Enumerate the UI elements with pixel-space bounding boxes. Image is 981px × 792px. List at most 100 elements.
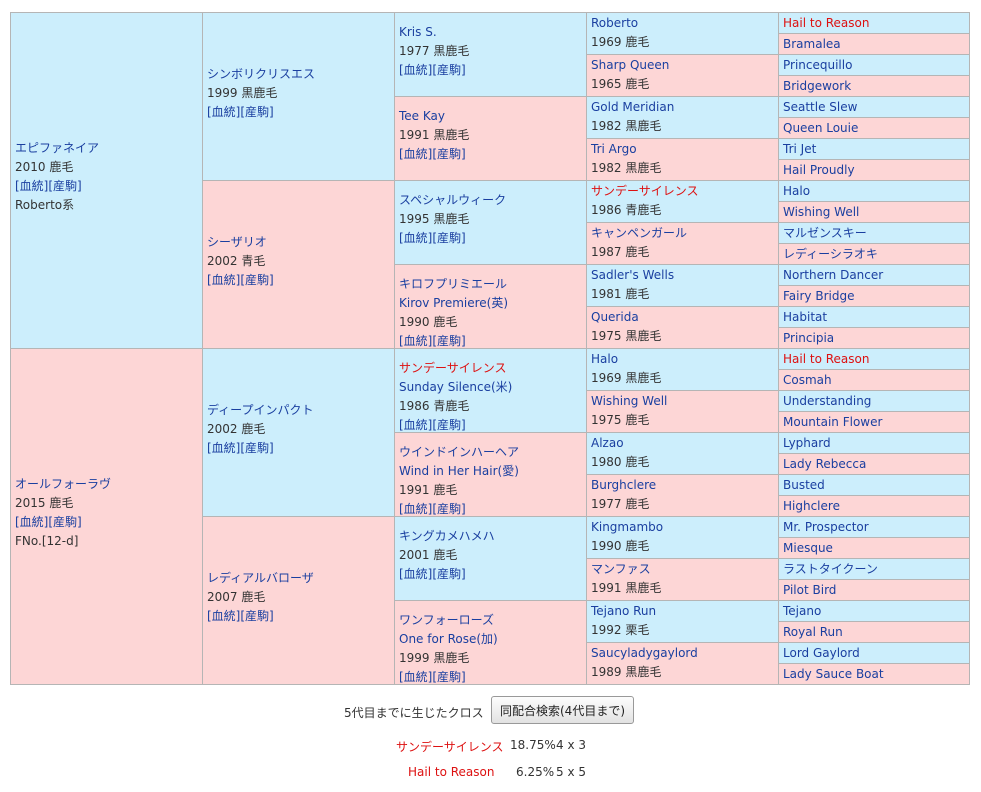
- horse-name-link[interactable]: Alzao: [591, 436, 624, 450]
- pedigree-links[interactable]: [血統][産駒]: [399, 418, 466, 432]
- horse-name-link[interactable]: サンデーサイレンス: [591, 184, 699, 198]
- horse-name-link[interactable]: マンファス: [591, 562, 651, 576]
- horse-info: 1969 黒鹿毛: [591, 371, 662, 385]
- pedigree-links[interactable]: [血統][産駒]: [207, 441, 274, 455]
- horse-info: 1986 青鹿毛: [399, 399, 470, 413]
- horse-name-link[interactable]: Bridgework: [783, 79, 852, 93]
- gen3-cell: Tee Kay 1991 黒鹿毛 [血統][産駒]: [394, 96, 587, 181]
- horse-name-link[interactable]: Highclere: [783, 499, 840, 513]
- horse-name-link[interactable]: Royal Run: [783, 625, 843, 639]
- horse-name-link[interactable]: Lord Gaylord: [783, 646, 860, 660]
- pedigree-links[interactable]: [血統][産駒]: [207, 609, 274, 623]
- horse-name-link[interactable]: Pilot Bird: [783, 583, 837, 597]
- horse-name-link[interactable]: Gold Meridian: [591, 100, 675, 114]
- horse-name-link[interactable]: Northern Dancer: [783, 268, 884, 282]
- horse-name-link[interactable]: シンボリクリスエス: [207, 67, 316, 81]
- horse-name-link[interactable]: Sadler's Wells: [591, 268, 675, 282]
- horse-name-link[interactable]: Seattle Slew: [783, 100, 858, 114]
- horse-name-link[interactable]: キングカメハメハ: [399, 529, 495, 543]
- gen3-cell: ウインドインハーヘア Wind in Her Hair(愛) 1991 鹿毛 [血統]…: [394, 432, 587, 517]
- horse-info: 2002 鹿毛: [207, 422, 266, 436]
- horse-name-link[interactable]: Roberto: [591, 16, 639, 30]
- gen4-cell: Burghclere 1977 鹿毛: [586, 474, 779, 517]
- same-mating-search-button[interactable]: 同配合検索(4代目まで): [491, 696, 634, 724]
- sire-links[interactable]: [血統][産駒]: [15, 179, 82, 193]
- horse-name-link[interactable]: Fairy Bridge: [783, 289, 855, 303]
- horse-name-link[interactable]: シーザリオ: [207, 235, 267, 249]
- horse-name-link[interactable]: Principia: [783, 331, 835, 345]
- horse-name-link[interactable]: レディアルバローザ: [207, 571, 314, 585]
- horse-foreign-name[interactable]: Kirov Premiere(英): [399, 296, 509, 310]
- pedigree-links[interactable]: [血統][産駒]: [399, 567, 466, 581]
- sire-name-link[interactable]: エピファネイア: [15, 141, 100, 155]
- pedigree-links[interactable]: [血統][産駒]: [399, 334, 466, 348]
- horse-name-link[interactable]: Hail Proudly: [783, 163, 855, 177]
- horse-name-link[interactable]: Sharp Queen: [591, 58, 670, 72]
- horse-info: 1986 青鹿毛: [591, 203, 662, 217]
- pedigree-links[interactable]: [血統][産駒]: [399, 670, 466, 684]
- horse-name-link[interactable]: Habitat: [783, 310, 828, 324]
- gen3-cell: キロフプリミエール Kirov Premiere(英) 1990 鹿毛 [血統][産駒…: [394, 264, 587, 349]
- gen4-cell: Alzao 1980 鹿毛: [586, 432, 779, 475]
- horse-foreign-name[interactable]: One for Rose(加): [399, 632, 498, 646]
- horse-name-link[interactable]: ワンフォーローズ: [399, 613, 495, 627]
- horse-name-link[interactable]: サンデーサイレンス: [399, 361, 507, 375]
- horse-info: 1991 黒鹿毛: [591, 581, 662, 595]
- gen2-cell: シーザリオ 2002 青毛 [血統][産駒]: [202, 180, 395, 349]
- horse-name-link[interactable]: Busted: [783, 478, 825, 492]
- horse-name-link[interactable]: Tee Kay: [399, 109, 445, 123]
- horse-name-link[interactable]: レディーシラオキ: [783, 247, 878, 261]
- horse-name-link[interactable]: Princequillo: [783, 58, 853, 72]
- horse-name-link[interactable]: Mr. Prospector: [783, 520, 869, 534]
- horse-name-link[interactable]: Queen Louie: [783, 121, 859, 135]
- horse-name-link[interactable]: Miesque: [783, 541, 833, 555]
- pedigree-links[interactable]: [血統][産駒]: [399, 231, 466, 245]
- horse-name-link[interactable]: Halo: [591, 352, 619, 366]
- pedigree-links[interactable]: [血統][産駒]: [207, 273, 274, 287]
- horse-name-link[interactable]: Kingmambo: [591, 520, 664, 534]
- horse-name-link[interactable]: Halo: [783, 184, 811, 198]
- gen5-cell: Fairy Bridge: [778, 285, 970, 307]
- horse-name-link[interactable]: Burghclere: [591, 478, 657, 492]
- pedigree-links[interactable]: [血統][産駒]: [399, 63, 466, 77]
- horse-name-link[interactable]: Kris S.: [399, 25, 437, 39]
- gen5-cell: Busted: [778, 474, 970, 496]
- pedigree-links[interactable]: [血統][産駒]: [207, 105, 274, 119]
- horse-name-link[interactable]: Wishing Well: [591, 394, 668, 408]
- horse-name-link[interactable]: ディープインパクト: [207, 403, 314, 417]
- horse-name-link[interactable]: Tri Argo: [591, 142, 637, 156]
- horse-name-link[interactable]: Tri Jet: [783, 142, 817, 156]
- cross-horse-name[interactable]: Hail to Reason: [408, 765, 495, 779]
- horse-name-link[interactable]: ラストタイクーン: [783, 562, 878, 576]
- horse-foreign-name[interactable]: Sunday Silence(米): [399, 380, 513, 394]
- horse-name-link[interactable]: Querida: [591, 310, 639, 324]
- horse-name-link[interactable]: Bramalea: [783, 37, 841, 51]
- horse-name-link[interactable]: Tejano: [783, 604, 822, 618]
- horse-foreign-name[interactable]: Wind in Her Hair(愛): [399, 464, 519, 478]
- horse-name-link[interactable]: Lady Rebecca: [783, 457, 867, 471]
- horse-name-link[interactable]: Saucyladygaylord: [591, 646, 698, 660]
- dam-name-link[interactable]: オールフォーラヴ: [15, 477, 112, 491]
- gen4-cell: Querida 1975 黒鹿毛: [586, 306, 779, 349]
- horse-name-link[interactable]: マルゼンスキー: [783, 226, 867, 240]
- pedigree-links[interactable]: [血統][産駒]: [399, 147, 466, 161]
- horse-name-link[interactable]: Hail to Reason: [783, 352, 870, 366]
- cross-horse-name[interactable]: サンデーサイレンス: [396, 740, 504, 754]
- dam-links[interactable]: [血統][産駒]: [15, 515, 82, 529]
- horse-name-link[interactable]: Cosmah: [783, 373, 832, 387]
- horse-name-link[interactable]: ウインドインハーヘア: [399, 445, 520, 459]
- horse-info: 2001 鹿毛: [399, 548, 458, 562]
- horse-name-link[interactable]: Wishing Well: [783, 205, 860, 219]
- gen4-cell: Roberto 1969 鹿毛: [586, 12, 779, 55]
- horse-name-link[interactable]: Hail to Reason: [783, 16, 870, 30]
- horse-name-link[interactable]: キャンペンガール: [591, 226, 688, 240]
- horse-name-link[interactable]: Understanding: [783, 394, 872, 408]
- horse-name-link[interactable]: スペシャルウィーク: [399, 193, 507, 207]
- horse-name-link[interactable]: Mountain Flower: [783, 415, 883, 429]
- horse-name-link[interactable]: キロフプリミエール: [399, 277, 508, 291]
- horse-name-link[interactable]: Tejano Run: [591, 604, 657, 618]
- gen5-cell: Wishing Well: [778, 201, 970, 223]
- horse-name-link[interactable]: Lyphard: [783, 436, 831, 450]
- pedigree-links[interactable]: [血統][産駒]: [399, 502, 466, 516]
- horse-name-link[interactable]: Lady Sauce Boat: [783, 667, 884, 681]
